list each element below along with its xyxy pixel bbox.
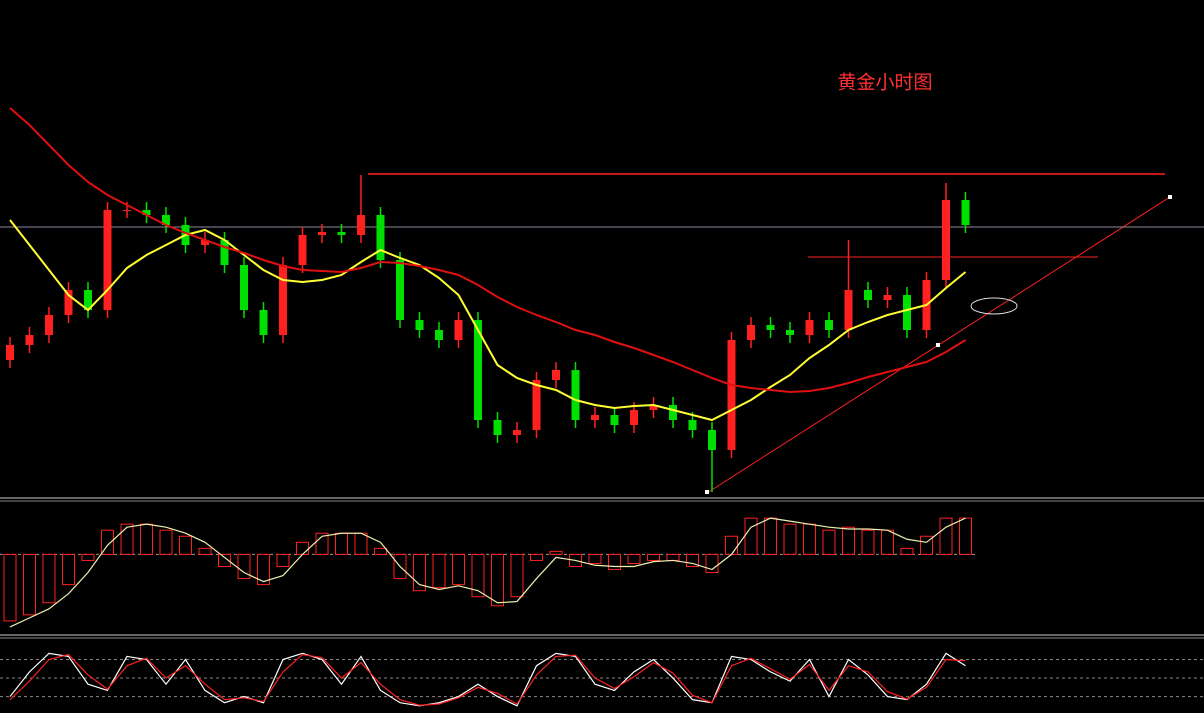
- macd-bar: [237, 553, 251, 580]
- macd-bar: [569, 553, 582, 567]
- macd-bar: [3, 553, 17, 622]
- indicator-line: [9, 107, 967, 394]
- trend-anchor: [936, 343, 940, 347]
- trend-anchor: [705, 490, 709, 494]
- macd-bar: [257, 553, 270, 586]
- candle-body: [357, 215, 365, 235]
- candle-body: [747, 325, 755, 340]
- candle-body: [493, 420, 502, 435]
- macd-bar: [491, 553, 504, 607]
- candle-body: [727, 340, 736, 450]
- candle-body: [532, 380, 541, 430]
- indicator-line: [9, 517, 966, 628]
- candle-body: [435, 330, 443, 340]
- candle-body: [142, 210, 151, 215]
- candle-body: [708, 430, 716, 450]
- candle-body: [864, 290, 872, 300]
- macd-bar: [530, 553, 543, 561]
- candle-body: [415, 320, 424, 330]
- macd-bar: [686, 553, 699, 567]
- candle-body: [903, 295, 911, 330]
- chart-title: 黄金小时图: [837, 72, 932, 94]
- macd-bar: [939, 517, 953, 555]
- macd-bar: [705, 553, 719, 574]
- candle-body: [201, 240, 209, 245]
- candle-body: [103, 210, 112, 310]
- candle-body: [513, 430, 521, 435]
- candle-body: [610, 415, 619, 425]
- macd-bar: [62, 553, 75, 586]
- macd-bar: [81, 553, 95, 561]
- candle-body: [630, 410, 638, 425]
- candle-body: [6, 345, 14, 360]
- macd-bar: [861, 529, 875, 555]
- candle-body: [669, 405, 677, 420]
- trend-anchor: [1168, 195, 1172, 199]
- macd-bar: [783, 523, 797, 555]
- macd-bar: [159, 529, 173, 555]
- macd-bar: [179, 535, 192, 555]
- macd-bar: [588, 553, 602, 564]
- macd-bar: [198, 547, 212, 555]
- candle-body: [298, 235, 307, 265]
- candle-body: [552, 370, 560, 380]
- macd-bar: [647, 553, 660, 561]
- macd-bar: [842, 526, 855, 555]
- candle-body: [454, 320, 463, 340]
- candle-body: [474, 320, 482, 420]
- macd-bar: [822, 529, 836, 555]
- candle-body: [376, 215, 385, 260]
- macd-bar: [413, 553, 426, 592]
- candle-body: [571, 370, 580, 420]
- macd-bar: [432, 553, 446, 589]
- macd-bar: [608, 553, 621, 571]
- indicator-line: [9, 653, 966, 706]
- macd-bar: [627, 553, 641, 564]
- candle-body: [162, 215, 170, 225]
- macd-bar: [920, 535, 933, 555]
- candle-body: [220, 240, 229, 265]
- candle-body: [805, 320, 814, 335]
- macd-bar: [120, 523, 134, 555]
- candle-body: [337, 232, 346, 235]
- candle-body: [64, 290, 73, 315]
- candle-body: [649, 405, 658, 410]
- candle-body: [591, 415, 599, 420]
- candle-body: [25, 335, 34, 345]
- candle-body: [279, 265, 287, 335]
- candle-body: [259, 310, 268, 335]
- indicator-line: [9, 219, 967, 422]
- candle-body: [318, 232, 326, 235]
- macd-bar: [42, 553, 56, 604]
- candle-body: [766, 325, 775, 330]
- candle-body: [825, 320, 833, 330]
- candle-body: [688, 420, 697, 430]
- macd-bar: [900, 547, 914, 555]
- macd-bar: [374, 547, 387, 555]
- macd-bar: [549, 550, 563, 555]
- candle-body: [123, 210, 131, 211]
- candle-body: [786, 330, 794, 335]
- candle-body: [844, 290, 853, 330]
- macd-bar: [393, 553, 407, 580]
- candle-body: [396, 260, 404, 320]
- highlight-ellipse: [970, 297, 1018, 315]
- macd-bar: [452, 553, 465, 586]
- macd-bar: [218, 553, 231, 567]
- macd-bar: [510, 553, 524, 598]
- candle-body: [45, 315, 53, 335]
- macd-bar: [315, 532, 329, 555]
- macd-bar: [471, 553, 485, 598]
- candle-body: [240, 265, 248, 310]
- macd-bar: [23, 553, 36, 616]
- macd-bar: [101, 529, 114, 555]
- candle-body: [961, 200, 970, 225]
- candle-body: [883, 295, 892, 300]
- candle-body: [942, 200, 950, 280]
- macd-bar: [276, 553, 290, 567]
- candle-body: [84, 290, 92, 310]
